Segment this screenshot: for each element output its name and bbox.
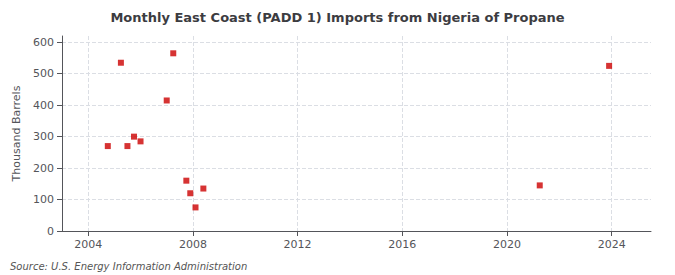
svg-text:600: 600 <box>33 36 54 49</box>
svg-text:2012: 2012 <box>284 238 312 251</box>
svg-text:Monthly East Coast (PADD 1) Im: Monthly East Coast (PADD 1) Imports from… <box>110 10 564 25</box>
svg-text:500: 500 <box>33 67 54 80</box>
svg-text:200: 200 <box>33 162 54 175</box>
svg-text:2016: 2016 <box>388 238 416 251</box>
svg-text:Thousand Barrels: Thousand Barrels <box>10 85 23 182</box>
svg-text:2024: 2024 <box>598 238 626 251</box>
svg-text:0: 0 <box>47 225 54 238</box>
svg-text:Source: U.S. Energy Informatio: Source: U.S. Energy Information Administ… <box>10 261 247 272</box>
svg-text:400: 400 <box>33 99 54 112</box>
svg-text:100: 100 <box>33 193 54 206</box>
svg-text:300: 300 <box>33 130 54 143</box>
svg-text:2008: 2008 <box>179 238 207 251</box>
svg-text:2020: 2020 <box>493 238 521 251</box>
svg-text:2004: 2004 <box>74 238 102 251</box>
